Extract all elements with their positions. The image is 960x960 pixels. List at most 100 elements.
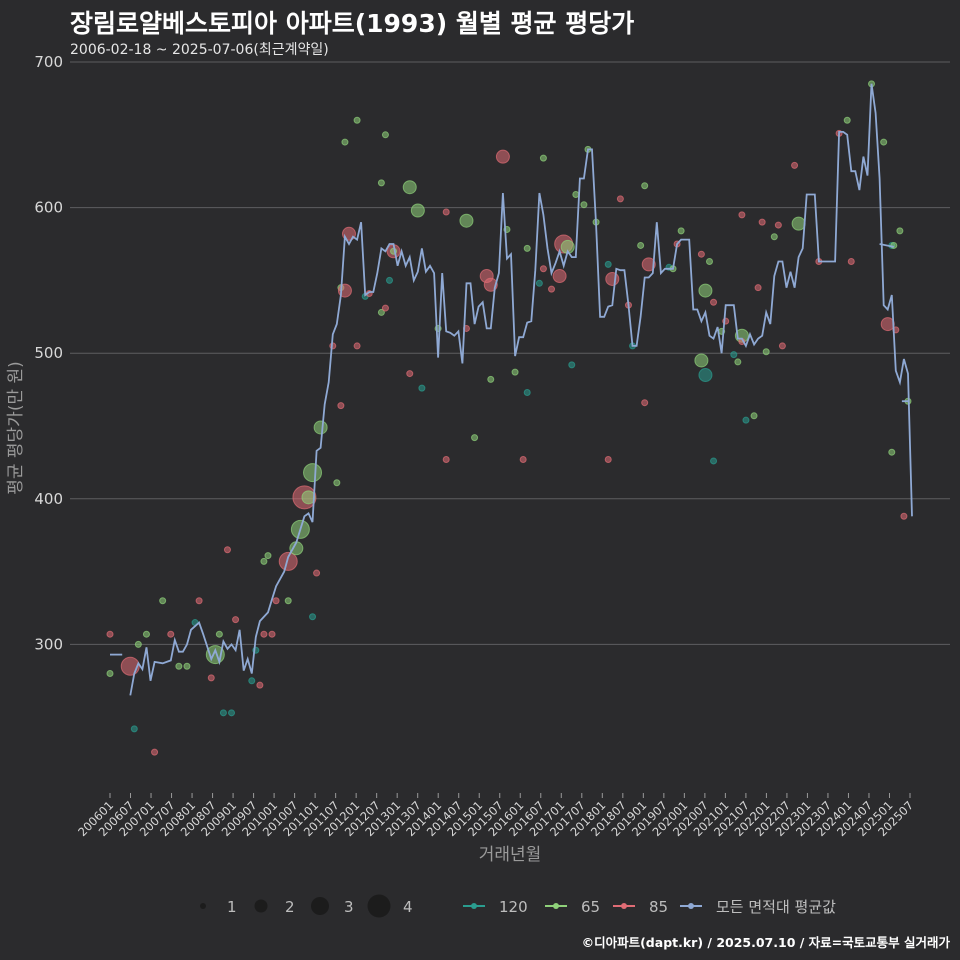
data-point-85 — [641, 257, 656, 272]
data-point-65 — [539, 154, 547, 162]
y-tick-label: 400 — [34, 490, 63, 508]
legend-size-label: 4 — [403, 898, 413, 916]
data-point-85 — [738, 211, 746, 219]
data-point-85 — [195, 597, 203, 605]
data-point-65 — [637, 241, 645, 249]
data-point-65 — [880, 138, 888, 146]
data-point-120 — [535, 279, 543, 287]
data-point-65 — [511, 368, 519, 376]
legend-size-2 — [254, 899, 268, 913]
data-point-85 — [641, 399, 649, 407]
data-point-85 — [268, 630, 276, 638]
data-point-65 — [762, 348, 770, 356]
data-point-85 — [406, 370, 414, 378]
data-point-65 — [750, 412, 758, 420]
data-point-65 — [410, 203, 425, 218]
data-point-85 — [167, 630, 175, 638]
average-line-main — [129, 83, 913, 696]
data-point-65 — [523, 244, 531, 252]
data-point-65 — [705, 257, 713, 265]
legend-size-4 — [367, 894, 391, 918]
scatter-points — [106, 80, 912, 756]
data-point-65 — [175, 662, 183, 670]
data-point-65 — [333, 479, 341, 487]
data-point-65 — [734, 358, 742, 366]
data-point-65 — [303, 463, 323, 483]
data-point-120 — [730, 351, 738, 359]
legend-swatch-dot — [553, 903, 559, 909]
data-point-120 — [742, 416, 750, 424]
average-line — [110, 83, 913, 696]
data-point-65 — [459, 213, 474, 228]
x-tick-labels: 2006012006072007012007072008012008072009… — [75, 793, 916, 839]
data-point-65 — [106, 670, 114, 678]
legend-label-all: 모든 면적대 평균값 — [716, 898, 836, 916]
chart-subtitle: 2006-02-18 ~ 2025-07-06(최근계약일) — [70, 42, 329, 58]
data-point-85 — [278, 551, 298, 571]
data-point-85 — [495, 149, 510, 164]
data-point-120 — [385, 276, 393, 284]
source-footer: ©디아파트(dapt.kr) / 2025.07.10 / 자료=국토교통부 실… — [581, 935, 950, 950]
data-point-120 — [698, 368, 713, 383]
data-point-65 — [142, 630, 150, 638]
data-point-65 — [301, 490, 316, 505]
y-tick-label: 600 — [34, 199, 63, 217]
data-point-85 — [605, 271, 620, 286]
data-point-65 — [791, 216, 806, 231]
data-point-65 — [580, 201, 588, 209]
data-point-85 — [754, 284, 762, 292]
chart-title: 장림로얄베스토피아 아파트(1993) 월별 평균 평당가 — [70, 9, 635, 38]
y-tick-label: 500 — [34, 344, 63, 362]
legend-label-85: 85 — [649, 898, 668, 916]
data-point-85 — [774, 221, 782, 229]
data-point-120 — [523, 389, 531, 397]
data-point-65 — [896, 227, 904, 235]
data-point-85 — [353, 342, 361, 350]
data-point-65 — [471, 434, 479, 442]
data-point-85 — [207, 674, 215, 682]
data-point-85 — [791, 161, 799, 169]
data-point-85 — [616, 195, 624, 203]
y-tick-label: 300 — [34, 635, 63, 653]
data-point-120 — [248, 677, 256, 685]
data-point-65 — [770, 233, 778, 241]
data-point-65 — [215, 630, 223, 638]
data-point-85 — [442, 208, 450, 216]
data-point-65 — [698, 283, 713, 298]
data-point-85 — [313, 569, 321, 577]
data-point-120 — [710, 457, 718, 465]
data-point-85 — [758, 218, 766, 226]
data-point-120 — [418, 384, 426, 392]
data-point-85 — [106, 630, 114, 638]
legend-size-label: 2 — [285, 898, 295, 916]
legend-size-1 — [200, 903, 206, 909]
data-point-85 — [548, 285, 556, 293]
data-point-85 — [337, 402, 345, 410]
data-point-85 — [900, 512, 908, 520]
data-point-85 — [442, 455, 450, 463]
data-point-85 — [552, 269, 567, 284]
data-point-85 — [539, 265, 547, 273]
legend-label-120: 120 — [499, 898, 528, 916]
data-point-85 — [381, 304, 389, 312]
legend-swatch-dot — [688, 903, 694, 909]
legend-label-65: 65 — [581, 898, 600, 916]
legend-swatch-dot — [621, 903, 627, 909]
data-point-85 — [151, 748, 159, 756]
y-tick-labels: 300 400 500 600 700 — [34, 53, 63, 653]
data-point-65 — [159, 597, 167, 605]
data-point-65 — [641, 182, 649, 190]
y-tick-label: 700 — [34, 53, 63, 71]
data-point-65 — [572, 190, 580, 198]
data-point-85 — [519, 455, 527, 463]
data-point-65 — [264, 552, 272, 560]
data-point-85 — [710, 298, 718, 306]
data-point-65 — [134, 640, 142, 648]
data-point-120 — [604, 260, 612, 268]
legend-size-label: 1 — [227, 898, 237, 916]
data-point-65 — [183, 662, 191, 670]
data-point-65 — [890, 241, 898, 249]
data-point-120 — [309, 613, 317, 621]
data-point-65 — [888, 448, 896, 456]
data-point-85 — [778, 342, 786, 350]
